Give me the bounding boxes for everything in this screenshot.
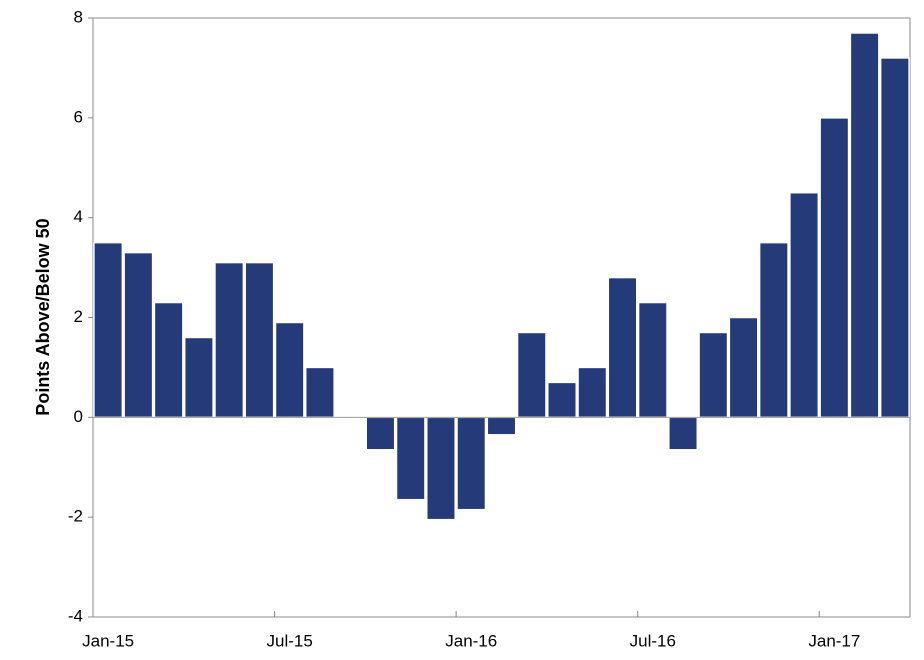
bar [758,241,789,419]
bar [153,301,184,419]
y-tick-label: 0 [74,407,83,426]
bar [698,331,729,419]
bar [244,261,275,419]
bar [819,117,850,419]
x-tick-label: Jul-16 [630,631,676,650]
y-tick-label: 4 [74,207,83,226]
bar [93,241,124,419]
bar [426,416,456,521]
bar [274,321,305,419]
bar [547,381,577,419]
bar [577,366,608,419]
bar [183,336,214,419]
bar [365,416,396,451]
y-tick-label: -2 [68,507,83,526]
bar [668,416,699,451]
y-tick-label: 6 [74,107,83,126]
bar [728,316,759,419]
bar [879,57,910,419]
x-tick-label: Jan-16 [445,631,497,650]
bar [516,331,547,419]
x-tick-label: Jan-15 [82,631,134,650]
x-tick-label: Jul-15 [267,631,313,650]
bar [486,416,517,436]
bar [607,276,638,419]
bar [789,191,820,419]
bar [637,301,668,419]
y-axis-label: Points Above/Below 50 [33,218,53,415]
y-tick-label: -4 [68,606,83,625]
bar [456,416,487,511]
y-tick-label: 8 [74,7,83,26]
x-tick-label: Jan-17 [808,631,860,650]
y-tick-label: 2 [74,307,83,326]
bar [849,32,880,419]
bar [304,366,335,419]
bar [214,261,245,419]
bar [395,416,426,501]
bar [123,251,154,419]
